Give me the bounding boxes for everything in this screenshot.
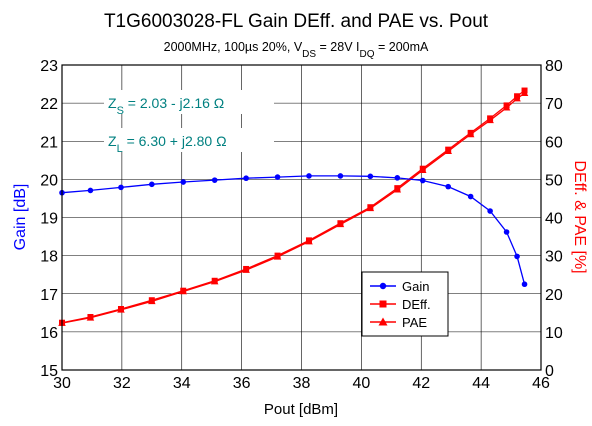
y-left-tick-label: 18 <box>40 249 58 266</box>
point-gain <box>180 179 187 185</box>
x-tick-label: 38 <box>293 375 311 392</box>
point-gain <box>118 184 124 191</box>
y-right-tick-label: 60 <box>545 134 563 151</box>
plot-frame <box>61 64 542 371</box>
legend: Gain DEff. PAE <box>361 271 449 337</box>
x-axis-label: Pout [dBm] <box>264 401 338 418</box>
legend-label-deff: DEff. <box>402 297 431 312</box>
y-left-tick-label: 15 <box>40 363 58 380</box>
point-gain <box>306 173 312 179</box>
point-pae <box>179 287 188 295</box>
subtitle-idq-sub: DQ <box>360 49 375 60</box>
y-right-tick-label: 80 <box>545 58 563 75</box>
x-tick-label: 30 <box>53 375 71 392</box>
point-pae <box>86 313 95 321</box>
legend-item-deff: DEff. <box>370 297 431 312</box>
point-pae <box>502 103 511 111</box>
point-gain <box>467 193 474 200</box>
legend-marker-gain <box>379 282 387 290</box>
y-right-tick-label: 20 <box>545 287 563 304</box>
point-pae <box>520 89 529 97</box>
subtitle-vds-sub: DS <box>302 49 316 60</box>
y-left-tick-label: 16 <box>40 325 58 342</box>
y-axis-left-label: Gain [dB] <box>12 184 29 251</box>
series-line-pae <box>61 92 525 324</box>
point-pae <box>336 220 345 228</box>
y-left-tick-label: 20 <box>40 172 58 189</box>
point-gain <box>487 208 493 214</box>
point-pae <box>513 94 521 102</box>
zl-annotation-bg <box>104 128 274 152</box>
point-gain <box>211 177 218 183</box>
point-gain <box>521 281 528 288</box>
point-gain <box>503 229 510 235</box>
x-tick-label: 46 <box>532 375 550 392</box>
y-right-tick-label: 40 <box>545 211 563 228</box>
point-gain <box>243 175 249 182</box>
series-layer <box>58 87 529 326</box>
zs-annotation: ZS = 2.03 - j2.16 Ω <box>108 95 224 117</box>
chart-title: T1G6003028-FL Gain DEff. and PAE vs. Pou… <box>104 11 489 32</box>
y-right-tick-label: 10 <box>545 325 563 342</box>
legend-label-gain: Gain <box>402 279 429 294</box>
series-line-deff <box>61 89 525 324</box>
point-pae <box>305 237 313 245</box>
subtitle-mid: = 28V I <box>316 40 359 54</box>
point-gain <box>149 181 155 188</box>
x-tick-label: 32 <box>113 375 131 392</box>
legend-label-pae: PAE <box>402 315 427 330</box>
point-gain <box>274 174 281 180</box>
point-pae <box>242 266 250 273</box>
point-pae <box>466 130 475 138</box>
zl-annotation: ZL = 6.30 + j2.80 Ω <box>108 133 227 155</box>
point-pae <box>486 116 494 124</box>
y-right-tick-label: 0 <box>545 363 554 380</box>
legend-item-gain: Gain <box>370 279 429 294</box>
zs-annotation-bg <box>104 90 274 114</box>
legend-marker-pae <box>378 317 388 326</box>
point-gain <box>514 253 520 260</box>
x-tick-label: 42 <box>412 375 430 392</box>
x-tick-label: 34 <box>173 375 191 392</box>
point-pae <box>393 185 402 193</box>
y-right-tick-label: 70 <box>545 96 563 113</box>
y-left-tick-label: 17 <box>40 287 58 304</box>
point-gain <box>367 173 374 180</box>
chart-subtitle: 2000MHz, 100µs 20%, VDS = 28V IDQ = 200m… <box>164 40 429 60</box>
y-right-tick-label: 30 <box>545 249 563 266</box>
x-tick-label: 36 <box>233 375 251 392</box>
series-line-gain <box>61 175 526 285</box>
point-gain <box>87 187 94 194</box>
point-pae <box>273 252 282 260</box>
point-gain <box>337 173 344 179</box>
point-pae <box>148 297 156 305</box>
y-left-tick-label: 19 <box>40 211 58 228</box>
point-gain <box>394 175 401 181</box>
point-pae <box>366 204 375 212</box>
y-axis-right-label: DEff. & PAE [%] <box>571 160 588 273</box>
subtitle-prefix: 2000MHz, 100µs 20%, V <box>164 40 303 54</box>
point-pae <box>418 166 427 174</box>
point-pae <box>444 147 452 154</box>
point-gain <box>419 177 426 184</box>
y-left-tick-label: 21 <box>40 134 58 151</box>
point-gain <box>445 183 451 190</box>
x-tick-label: 44 <box>472 375 490 392</box>
y-left-tick-label: 23 <box>40 58 58 75</box>
legend-item-pae: PAE <box>370 315 427 330</box>
tick-labels: 30 32 34 36 38 40 42 44 46 15 16 17 18 19 20 21 22 23 0 10 2… <box>40 58 563 392</box>
y-left-tick-label: 22 <box>40 96 58 113</box>
legend-marker-deff <box>379 300 387 308</box>
point-pae <box>117 305 125 313</box>
y-right-tick-label: 50 <box>545 172 563 189</box>
impedance-annotations: ZS = 2.03 - j2.16 Ω ZL = 6.30 + j2.80 Ω <box>104 90 274 155</box>
subtitle-suffix: = 200mA <box>375 40 430 54</box>
point-pae <box>210 277 219 285</box>
x-tick-label: 40 <box>352 375 370 392</box>
